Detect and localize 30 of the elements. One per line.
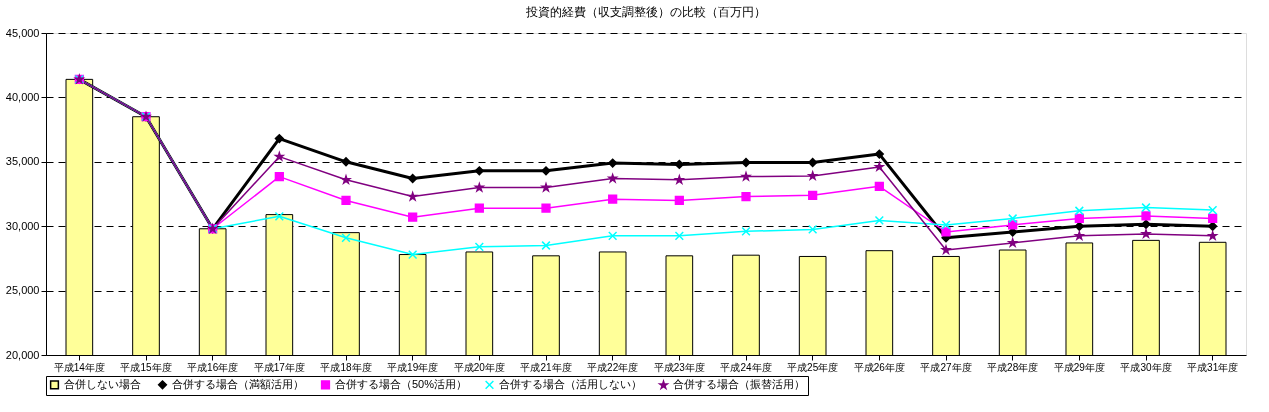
x-tick-label: 平成28年度 [987, 361, 1039, 373]
x-tick-label: 平成21年度 [520, 361, 572, 373]
x-tick-label: 平成23年度 [653, 361, 705, 373]
x-tick-label: 平成30年度 [1120, 361, 1172, 373]
x-tick-label: 平成24年度 [720, 361, 772, 373]
legend-label: 合併する場合（50%活用） [335, 377, 468, 391]
x-tick-label: 平成19年度 [387, 361, 439, 373]
x-tick-label: 平成31年度 [1187, 361, 1239, 373]
x-tick-label: 平成17年度 [253, 361, 305, 373]
legend-label: 合併する場合（満額活用） [172, 377, 304, 391]
x-tick-label: 平成26年度 [853, 361, 905, 373]
x-tick-label: 平成22年度 [587, 361, 639, 373]
y-tick-label: 35,000 [5, 155, 40, 168]
legend-label: 合併する場合（振替活用） [673, 378, 805, 392]
x-tick-label: 平成25年度 [787, 361, 839, 373]
x-tick-label: 平成20年度 [453, 361, 505, 373]
legend-label: 合併する場合（活用しない） [499, 377, 642, 391]
y-tick-label: 30,000 [5, 219, 40, 232]
y-tick-label: 45,000 [5, 26, 40, 39]
x-tick-label: 平成29年度 [1053, 361, 1105, 373]
x-tick-label: 平成14年度 [53, 361, 105, 373]
x-tick-label: 平成27年度 [920, 361, 972, 373]
x-tick-label: 平成18年度 [320, 361, 372, 373]
x-tick-label: 平成16年度 [187, 361, 239, 373]
x-tick-label: 平成15年度 [120, 361, 172, 373]
y-tick-label: 20,000 [5, 348, 40, 361]
y-tick-label: 40,000 [5, 90, 40, 103]
legend-label: 合併しない場合 [64, 377, 141, 390]
chart-title: 投資的経費（収支調整後）の比較（百万円） [525, 5, 766, 19]
y-tick-label: 25,000 [5, 284, 40, 297]
